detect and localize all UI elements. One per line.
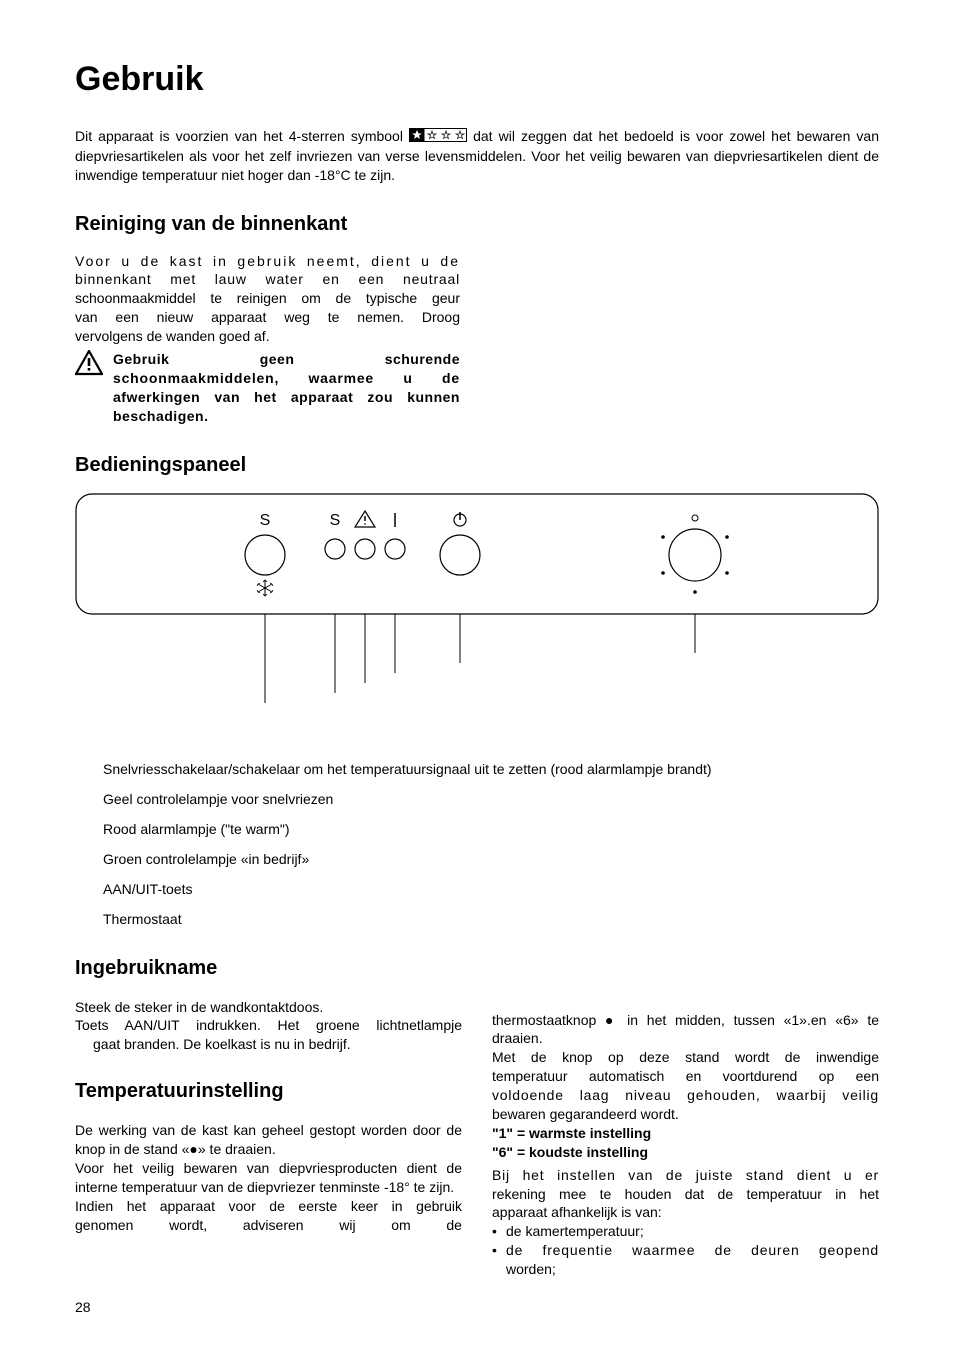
- warning-text: Gebruik geen schurende schoonmaakmiddele…: [113, 350, 460, 426]
- section-panel: Bedieningspaneel S S: [75, 454, 879, 927]
- heading-ingebruik: Ingebruikname: [75, 955, 462, 982]
- temp-right-p3b: rekening mee te houden dat de temperatuu…: [492, 1185, 879, 1204]
- warn-w2: geen: [260, 350, 295, 369]
- legend-item-d: Groen controlelampje «in bedrijf»: [103, 851, 879, 867]
- control-panel-diagram: S S: [75, 493, 879, 703]
- section-reiniging: Reiniging van de binnenkant Voor u de ka…: [75, 213, 879, 426]
- intro-before: Dit apparaat is voorzien van het 4-sterr…: [75, 128, 409, 144]
- warn-w1: Gebruik: [113, 350, 169, 369]
- temp-left-p1: De werking van de kast kan geheel gestop…: [75, 1121, 462, 1159]
- heading-reiniging: Reiniging van de binnenkant: [75, 213, 879, 236]
- temp-bold2: "6" = koudste instelling: [492, 1143, 879, 1162]
- legend-item-a: Snelvriesschakelaar/schakelaar om het te…: [103, 761, 879, 777]
- reiniging-l2: binnenkant met lauw water en een neutraa…: [75, 270, 460, 289]
- section-ingebruik: Ingebruikname Steek de steker in de wand…: [75, 955, 462, 1055]
- temp-left-p3b: genomen wordt, adviseren wij om de: [75, 1216, 462, 1235]
- warn-w3: schurende: [385, 350, 460, 369]
- warn-rest: afwerkingen van het apparaat zou kunnen …: [113, 389, 460, 424]
- warn-l1: Gebruik geen schurende: [113, 350, 460, 369]
- temp-right-p2c: voldoende laag niveau gehouden, waarbij …: [492, 1086, 879, 1105]
- legend-item-f: Thermostaat: [103, 911, 879, 927]
- temp-right-p2b: temperatuur automatisch en voortdurend o…: [492, 1067, 879, 1086]
- bullet-dot: •: [492, 1241, 506, 1279]
- section-temp-left: Temperatuurinstelling De werking van de …: [75, 1078, 462, 1234]
- temp-right-p1: thermostaatknop ● in het midden, tussen …: [492, 1011, 879, 1049]
- four-star-icon: [409, 128, 467, 147]
- temp-right-p2d: bewaren gegarandeerd wordt.: [492, 1105, 879, 1124]
- legend-item-e: AAN/UIT-toets: [103, 881, 879, 897]
- w-wordt: wordt,: [169, 1216, 207, 1235]
- reiniging-l4: van een nieuw apparaat weg te nemen. Dro…: [75, 308, 460, 327]
- reiniging-body: Voor u de kast in gebruik neemt, dient u…: [75, 252, 460, 346]
- bullet-2-text: de frequentie waarmee de deuren geopend …: [506, 1241, 879, 1279]
- page-title: Gebruik: [75, 60, 879, 99]
- bottom-columns: Ingebruikname Steek de steker in de wand…: [75, 955, 879, 1279]
- ingebruik-p1: Steek de steker in de wandkontaktdoos.: [75, 998, 462, 1017]
- ingebruik-p3: gaat branden. De koelkast is nu in bedri…: [75, 1035, 462, 1054]
- temp-left-p3a: Indien het apparaat voor de eerste keer …: [75, 1197, 462, 1216]
- w-adviseren: adviseren: [243, 1216, 304, 1235]
- bullet-1-text: de kamertemperatuur;: [506, 1222, 879, 1241]
- temp-right-p2a: Met de knop op deze stand wordt de inwen…: [492, 1048, 879, 1067]
- page-number: 28: [75, 1299, 879, 1315]
- temp-right-p3c: apparaat afhankelijk is van:: [492, 1203, 879, 1222]
- b2-l1: de frequentie waarmee de deuren geopend: [506, 1241, 879, 1260]
- b2-l2: worden;: [506, 1260, 879, 1279]
- warn-l2: schoonmaakmiddelen, waarmee u de: [113, 369, 460, 388]
- temp-left-p2: Voor het veilig bewaren van diepvriespro…: [75, 1159, 462, 1197]
- panel-legend: Snelvriesschakelaar/schakelaar om het te…: [103, 761, 879, 927]
- heading-temp: Temperatuurinstelling: [75, 1078, 462, 1105]
- warning-triangle-icon: [75, 350, 103, 376]
- ingebruik-p2: Toets AAN/UIT indrukken. Het groene lich…: [75, 1016, 462, 1035]
- right-column: thermostaatknop ● in het midden, tussen …: [492, 955, 879, 1279]
- svg-text:S: S: [260, 512, 271, 529]
- bullet-2: • de frequentie waarmee de deuren geopen…: [492, 1241, 879, 1279]
- panel-element-d: [385, 513, 405, 673]
- warning-block: Gebruik geen schurende schoonmaakmiddele…: [75, 350, 460, 426]
- panel-element-f: [661, 515, 729, 653]
- panel-element-e: [440, 512, 480, 663]
- legend-item-b: Geel controlelampje voor snelvriezen: [103, 791, 879, 807]
- w-de: de: [446, 1216, 462, 1235]
- panel-element-c: [355, 511, 375, 683]
- panel-element-a: S: [245, 512, 285, 703]
- heading-panel: Bedieningspaneel: [75, 454, 879, 477]
- temp-right-p3a: Bij het instellen van de juiste stand di…: [492, 1166, 879, 1185]
- temp-bold1: "1" = warmste instelling: [492, 1124, 879, 1143]
- left-column: Ingebruikname Steek de steker in de wand…: [75, 955, 462, 1279]
- bullet-dot: •: [492, 1222, 506, 1241]
- reiniging-l5: vervolgens de wanden goed af.: [75, 327, 460, 346]
- reiniging-l3: schoonmaakmiddel te reinigen om de typis…: [75, 289, 460, 308]
- intro-paragraph: Dit apparaat is voorzien van het 4-sterr…: [75, 127, 879, 185]
- svg-text:S: S: [330, 512, 341, 529]
- bullet-1: • de kamertemperatuur;: [492, 1222, 879, 1241]
- w-om: om: [391, 1216, 410, 1235]
- w-genomen: genomen: [75, 1216, 133, 1235]
- reiniging-l1: Voor u de kast in gebruik neemt, dient u…: [75, 252, 460, 271]
- panel-element-b: S: [325, 512, 345, 693]
- w-wij: wij: [339, 1216, 355, 1235]
- legend-item-c: Rood alarmlampje ("te warm"): [103, 821, 879, 837]
